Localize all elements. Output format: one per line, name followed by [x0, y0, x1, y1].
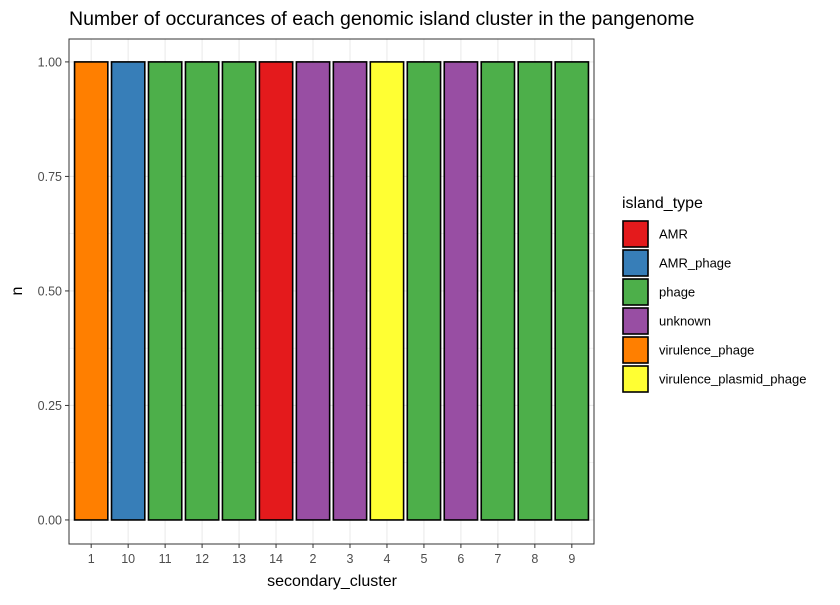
x-tick-label: 3: [347, 552, 354, 566]
bars-layer: [73, 61, 590, 521]
legend-label-AMR: AMR: [659, 227, 688, 242]
bar-cluster-2: [295, 61, 331, 521]
bar-cluster-6: [443, 61, 479, 521]
x-tick-label: 11: [159, 552, 172, 566]
bar-cluster-14: [258, 61, 294, 521]
legend-key-AMR_phage: [622, 249, 649, 277]
x-tick-label: 13: [232, 552, 246, 566]
bar-cluster-13: [221, 61, 257, 521]
legend-key-virulence_plasmid_phage: [622, 365, 649, 393]
legend-key-unknown: [622, 307, 649, 335]
legend-label-virulence_phage: virulence_phage: [659, 343, 754, 358]
bar-cluster-7: [480, 61, 516, 521]
legend-label-unknown: unknown: [659, 314, 711, 329]
x-axis: 1 10 11 12 13 14 2 3 4 5 6 7 8 9: [88, 544, 575, 566]
y-tick-label: 0.50: [38, 284, 62, 298]
legend-title: island_type: [622, 195, 703, 212]
chart-title: Number of occurances of each genomic isl…: [69, 8, 694, 30]
bar-cluster-10: [110, 61, 146, 521]
x-tick-label: 10: [121, 552, 135, 566]
x-tick-label: 5: [420, 552, 427, 566]
y-tick-label: 0.25: [38, 399, 62, 413]
x-tick-label: 6: [457, 552, 464, 566]
x-tick-label: 1: [88, 552, 95, 566]
bar-cluster-8: [517, 61, 553, 521]
x-tick-label: 12: [195, 552, 209, 566]
legend-key-virulence_phage: [622, 336, 649, 364]
legend-key-AMR: [622, 220, 649, 248]
y-tick-label: 0.00: [38, 513, 62, 527]
bar-cluster-3: [332, 61, 368, 521]
bar-cluster-9: [554, 61, 590, 521]
x-tick-label: 9: [568, 552, 575, 566]
x-tick-label: 14: [269, 552, 283, 566]
x-tick-label: 2: [310, 552, 317, 566]
x-axis-label: secondary_cluster: [267, 573, 398, 590]
y-axis-label: n: [9, 287, 26, 296]
y-tick-label: 0.75: [38, 170, 62, 184]
x-tick-label: 8: [531, 552, 538, 566]
legend-label-phage: phage: [659, 285, 695, 300]
bar-cluster-5: [406, 61, 442, 521]
legend-label-AMR_phage: AMR_phage: [659, 256, 731, 271]
panel-border: [68, 38, 595, 545]
legend-label-virulence_plasmid_phage: virulence_plasmid_phage: [659, 372, 806, 387]
bar-cluster-4: [369, 61, 405, 521]
y-axis: 0.00 0.25 0.50 0.75 1.00: [38, 55, 69, 527]
x-tick-label: 4: [383, 552, 390, 566]
x-tick-label: 7: [494, 552, 501, 566]
bar-cluster-12: [184, 61, 220, 521]
y-tick-label: 1.00: [38, 55, 62, 69]
bar-cluster-11: [147, 61, 183, 521]
bar-cluster-1: [73, 61, 109, 521]
legend-key-phage: [622, 278, 649, 306]
